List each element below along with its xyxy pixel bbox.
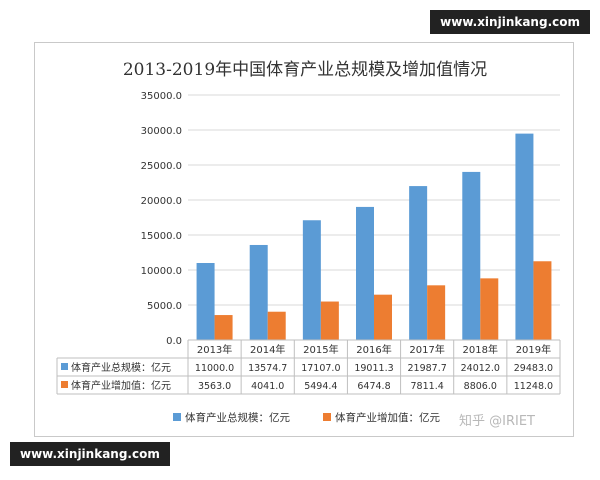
table-series-name: 体育产业增加值：亿元 <box>71 379 171 392</box>
legend-key <box>173 413 181 421</box>
x-tick-label: 2015年 <box>303 343 338 356</box>
y-tick-label: 30000.0 <box>141 126 182 137</box>
table-value: 21987.7 <box>407 363 446 374</box>
bar-added-value <box>214 315 233 340</box>
bar-added-value <box>533 261 552 340</box>
bar-added-value <box>267 311 286 340</box>
bar-added-value <box>374 294 392 340</box>
watermark-top: www.xinjinkang.com <box>430 10 590 34</box>
legend-label: 体育产业总规模：亿元 <box>185 411 290 424</box>
y-tick-label: 15000.0 <box>141 231 182 242</box>
table-value: 13574.7 <box>248 363 287 374</box>
bar-added-value <box>480 278 499 340</box>
x-tick-label: 2014年 <box>250 343 285 356</box>
y-tick-label: 25000.0 <box>141 161 182 172</box>
table-value: 19011.3 <box>354 363 393 374</box>
table-value: 3563.0 <box>198 381 231 392</box>
table-value: 11000.0 <box>195 363 234 374</box>
y-tick-label: 35000.0 <box>141 91 182 102</box>
bar-total-scale <box>356 206 374 340</box>
bar-total-scale <box>302 220 321 340</box>
x-tick-label: 2013年 <box>197 343 232 356</box>
table-legend-key <box>61 363 68 370</box>
bar-total-scale <box>409 186 428 340</box>
table-value: 6474.8 <box>357 381 390 392</box>
x-tick-label: 2016年 <box>356 343 391 356</box>
watermark-bottom: www.xinjinkang.com <box>10 442 170 466</box>
bar-total-scale <box>515 133 534 340</box>
table-series-name: 体育产业总规模：亿元 <box>71 361 171 374</box>
x-tick-label: 2019年 <box>516 343 551 356</box>
table-value: 17107.0 <box>301 363 340 374</box>
bar-total-scale <box>196 263 215 340</box>
bar-added-value <box>320 301 339 340</box>
chart-title: 2013-2019年中国体育产业总规模及增加值情况 <box>123 60 487 80</box>
table-value: 8806.0 <box>464 381 497 392</box>
bar-total-scale <box>249 244 268 340</box>
table-value: 5494.4 <box>304 381 337 392</box>
x-tick-label: 2018年 <box>463 343 498 356</box>
y-tick-label: 20000.0 <box>141 196 182 207</box>
watermark-zhihu: 知乎 @IRIET <box>459 414 535 429</box>
table-value: 11248.0 <box>514 381 553 392</box>
legend-label: 体育产业增加值：亿元 <box>335 411 440 424</box>
table-value: 7811.4 <box>411 381 444 392</box>
legend-key <box>323 413 331 421</box>
chart-svg: 2013-2019年中国体育产业总规模及增加值情况 0.0 5000.0 10000… <box>56 60 561 424</box>
chart-frame: 2013-2019年中国体育产业总规模及增加值情况 0.0 5000.0 10000… <box>34 42 574 437</box>
table-value: 29483.0 <box>514 363 553 374</box>
y-tick-label: 0.0 <box>166 336 182 347</box>
y-tick-label: 5000.0 <box>147 301 182 312</box>
bar-total-scale <box>462 171 481 340</box>
table-legend-key <box>61 381 68 388</box>
y-tick-label: 10000.0 <box>141 266 182 277</box>
bar-added-value <box>427 285 446 340</box>
table-value: 24012.0 <box>461 363 500 374</box>
table-value: 4041.0 <box>251 381 284 392</box>
x-tick-label: 2017年 <box>409 343 444 356</box>
